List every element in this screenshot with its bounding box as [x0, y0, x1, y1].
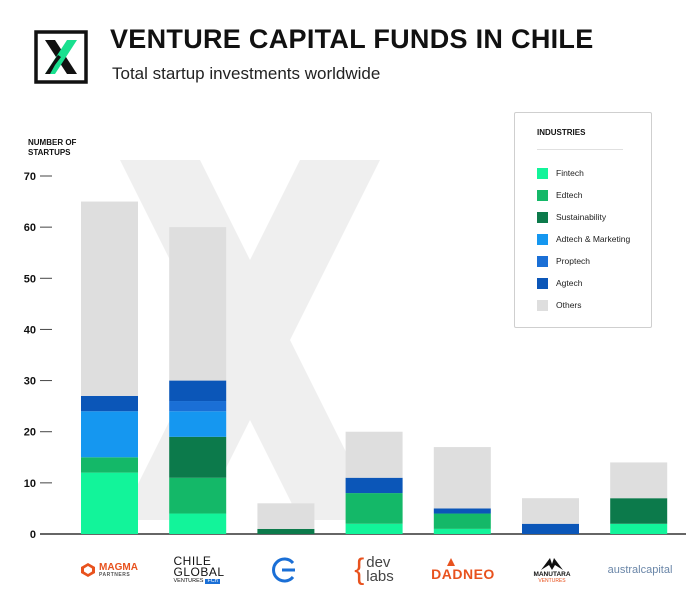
- legend-swatch: [537, 233, 548, 245]
- magma-icon: [81, 563, 96, 577]
- manutara-sub: VENTURES: [538, 577, 566, 584]
- legend-item: Agtech: [537, 276, 582, 290]
- legend: INDUSTRIES Fintech Edtech Sustainability Ad…: [514, 112, 652, 328]
- devlabs-line1: dev: [366, 553, 391, 571]
- bar-segment: Chile Global Ventures — Others: 30: [169, 227, 227, 381]
- y-tick-label: 20: [24, 427, 36, 439]
- bar-segment: Dadneo — Agtech: 1: [433, 508, 491, 514]
- brand-austral-capital: australcapital: [598, 548, 682, 592]
- brand-dev-labs: { dev labs: [346, 548, 402, 592]
- legend-swatch: [537, 167, 548, 179]
- y-tick-label: 50: [24, 273, 36, 285]
- brand-dadneo: DADNEO: [428, 548, 498, 592]
- bar-segment: Magma Partners — Edtech: 3: [81, 457, 138, 473]
- legend-label: Edtech: [556, 190, 583, 200]
- chileglobal-line1: CHILE: [173, 554, 212, 568]
- dadneo-name: DADNEO: [431, 566, 495, 582]
- dadneo-icon: [446, 558, 455, 566]
- y-tick-label: 10: [24, 478, 36, 490]
- y-tick-label: 70: [24, 171, 36, 183]
- legend-item: Fintech: [537, 166, 584, 180]
- brand-magma: MAGMA PARTNERS: [76, 548, 142, 592]
- legend-swatch: [537, 211, 548, 223]
- bar-segment: Dadneo — Others: 12: [433, 447, 491, 509]
- bar-segment: Manutara Ventures — Others: 5: [522, 498, 579, 524]
- watermark-logo: [120, 160, 380, 520]
- bar-segment: Chile Global Ventures — Proptech: 2: [169, 401, 227, 412]
- y-tick-label: 0: [30, 529, 36, 541]
- magma-name: MAGMA: [99, 561, 138, 573]
- bar-segment: Austral Capital — Fintech: 2: [610, 523, 668, 534]
- bar-segment: Dev Labs — Fintech: 2: [345, 523, 403, 534]
- y-tick-label: 40: [24, 324, 36, 336]
- y-tick-label: 60: [24, 222, 36, 234]
- brand-chile-global: CHILE GLOBAL VENTURES FCh: [164, 548, 234, 592]
- chileglobal-line2: GLOBAL: [173, 565, 225, 580]
- bar-segment: Dev Labs — Edtech: 6: [345, 493, 403, 524]
- legend-item: Proptech: [537, 254, 590, 268]
- legend-item: Adtech & Marketing: [537, 232, 630, 246]
- legend-divider: [537, 149, 623, 150]
- page-subtitle: Total startup investments worldwide: [112, 64, 381, 83]
- chileglobal-line3: VENTURES: [173, 577, 204, 584]
- manutara-name: MANUTARA: [533, 571, 571, 579]
- chileglobal-badge: FCh: [205, 577, 220, 584]
- bar-segment: Dev Labs — Agtech: 3: [345, 477, 403, 494]
- devlabs-brace: {: [354, 553, 365, 586]
- legend-label: Fintech: [556, 168, 584, 178]
- bar-segment: Magma Partners — Others: 38: [81, 201, 138, 396]
- bar-segment: Magma Partners — Fintech: 12: [81, 472, 138, 534]
- legend-swatch: [537, 277, 548, 289]
- brand-logo-icon: [34, 30, 88, 84]
- devlabs-line2: labs: [366, 568, 394, 585]
- legend-swatch: [537, 189, 548, 201]
- bar-segment: Austral Capital — Sustainability: 5: [610, 498, 668, 524]
- bar-segment: Dev Labs — Others: 9: [345, 431, 403, 478]
- legend-item: Edtech: [537, 188, 582, 202]
- bar-segment: G — Others: 5: [257, 503, 315, 529]
- y-axis-label: NUMBER OF STARTUPS: [28, 138, 77, 157]
- bar-segment: Austral Capital — Others: 7: [610, 462, 668, 499]
- legend-item: Sustainability: [537, 210, 606, 224]
- magma-sub: PARTNERS: [99, 571, 131, 578]
- brand-g-logo: [262, 548, 306, 592]
- page-title: VENTURE CAPITAL FUNDS IN CHILE: [110, 24, 594, 54]
- legend-item: Others: [537, 298, 582, 312]
- bar-segment: Chile Global Ventures — Agtech: 4: [169, 380, 227, 402]
- bar-segment: Manutara Ventures — Agtech: 2: [522, 523, 579, 534]
- legend-label: Adtech & Marketing: [556, 234, 631, 244]
- bar-segment: Magma Partners — Adtech & Marketing: 9: [81, 411, 138, 458]
- legend-swatch: [537, 299, 548, 311]
- bar-segment: Chile Global Ventures — Fintech: 4: [169, 513, 227, 534]
- g-logo-icon: [272, 557, 295, 583]
- legend-label: Proptech: [556, 256, 591, 266]
- brand-manutara: MANUTARA VENTURES: [522, 548, 582, 592]
- manutara-bird-icon: [540, 558, 563, 571]
- bar-segment: Chile Global Ventures — Adtech & Marketi…: [169, 411, 227, 437]
- legend-label: Others: [556, 300, 582, 310]
- legend-title: INDUSTRIES: [537, 128, 586, 137]
- bar-segment: Chile Global Ventures — Sustainability: …: [169, 436, 227, 478]
- bar-segment: Dadneo — Fintech: 1: [433, 528, 491, 534]
- bar-segment: Magma Partners — Agtech: 3: [81, 395, 138, 412]
- legend-label: Sustainability: [556, 212, 607, 222]
- y-tick-label: 30: [24, 376, 36, 388]
- bar-segment: G — Sustainability: 1: [257, 528, 315, 534]
- legend-label: Agtech: [556, 278, 583, 288]
- bar-segment: Chile Global Ventures — Edtech: 7: [169, 477, 227, 514]
- legend-swatch: [537, 255, 548, 267]
- bar-segment: Dadneo — Edtech: 3: [433, 513, 491, 529]
- australcapital-name: australcapital: [607, 564, 673, 576]
